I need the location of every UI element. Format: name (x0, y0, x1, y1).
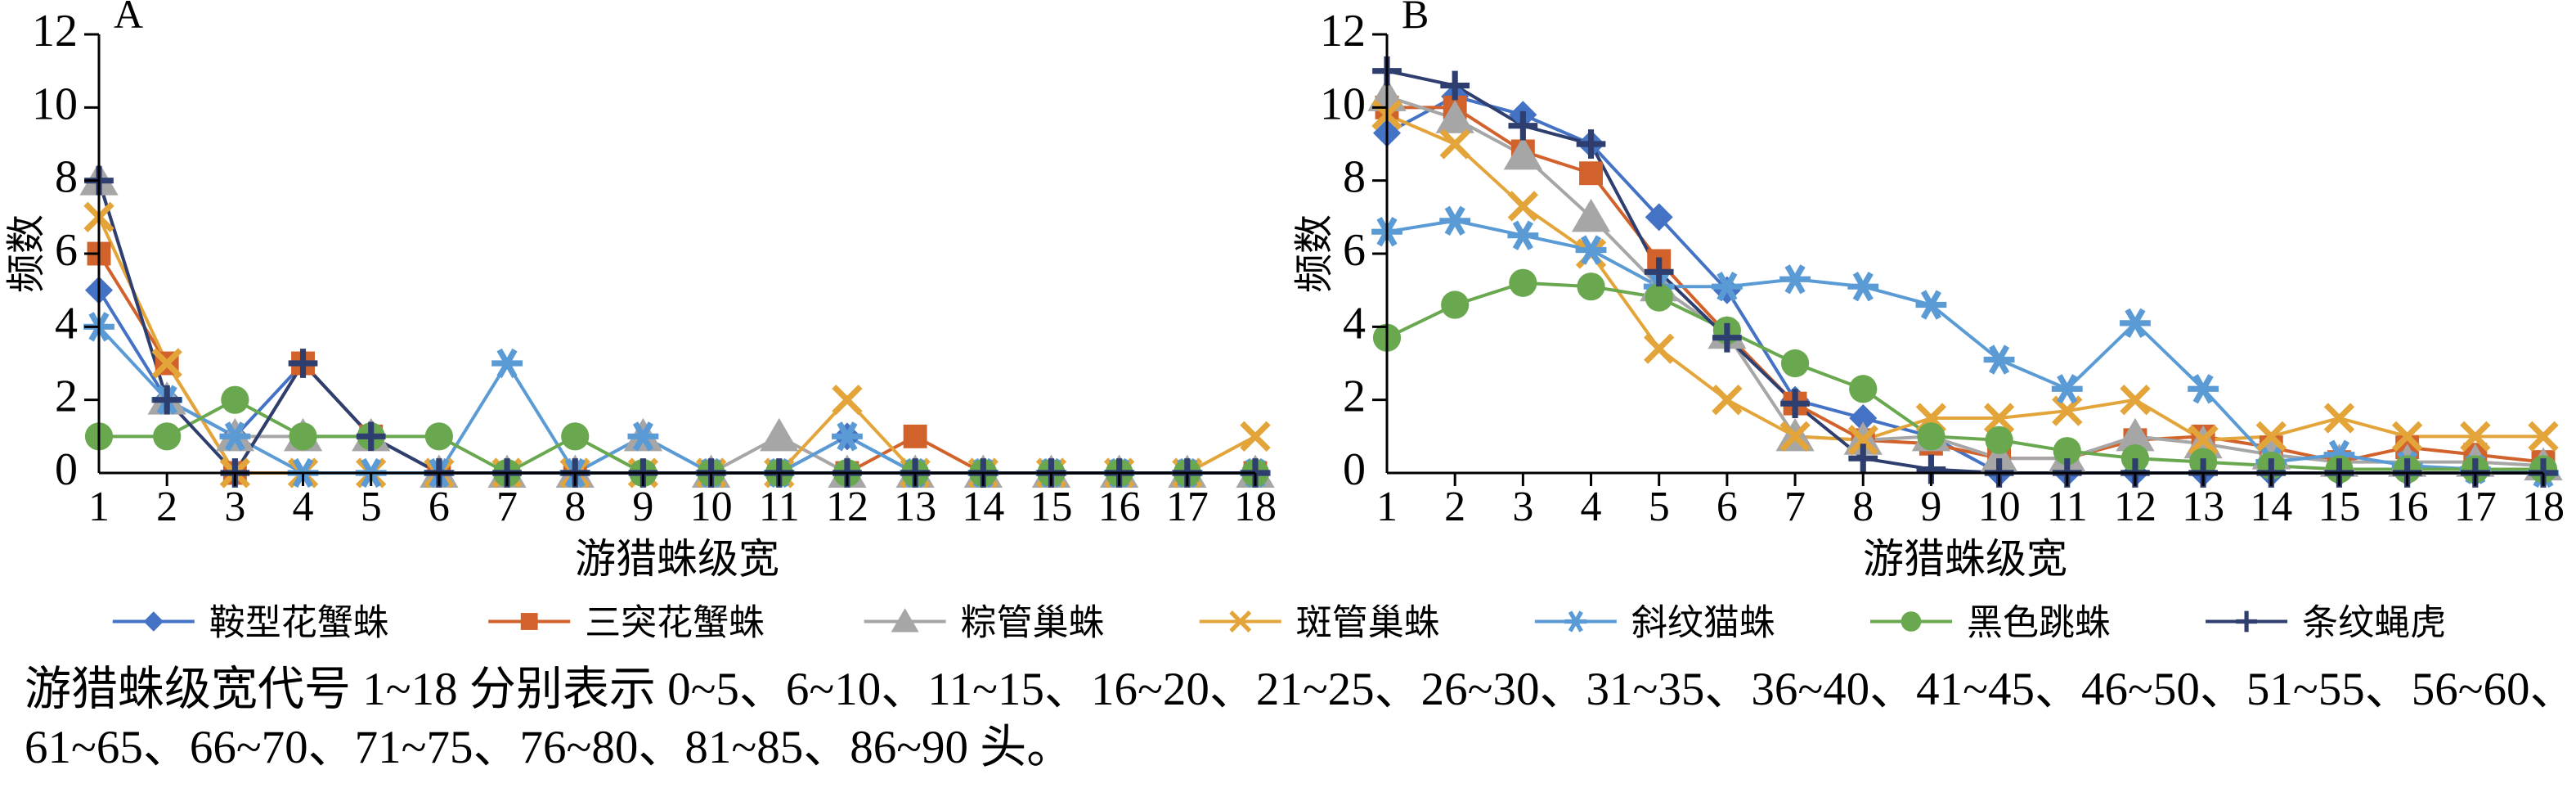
svg-text:游猎蛛级宽: 游猎蛛级宽 (575, 536, 779, 582)
svg-text:12: 12 (2114, 484, 2156, 530)
svg-text:3: 3 (1512, 484, 1533, 530)
svg-text:A: A (114, 0, 143, 37)
svg-text:12: 12 (1320, 6, 1366, 56)
svg-text:18: 18 (2522, 484, 2565, 530)
svg-text:6: 6 (1343, 225, 1366, 276)
svg-text:2: 2 (1444, 484, 1465, 530)
svg-text:14: 14 (2250, 484, 2292, 530)
svg-text:5: 5 (1649, 484, 1670, 530)
svg-text:条纹蝇虎: 条纹蝇虎 (2302, 603, 2446, 643)
svg-text:1: 1 (1376, 484, 1398, 530)
svg-text:10: 10 (32, 79, 78, 129)
svg-text:0: 0 (55, 444, 78, 495)
svg-text:6: 6 (55, 225, 78, 276)
svg-text:15: 15 (1030, 484, 1072, 530)
svg-text:18: 18 (1234, 484, 1277, 530)
svg-text:10: 10 (1978, 484, 2021, 530)
svg-text:4: 4 (1343, 298, 1366, 349)
svg-text:16: 16 (1098, 484, 1141, 530)
svg-text:游猎蛛级宽: 游猎蛛级宽 (1863, 536, 2067, 582)
svg-text:8: 8 (1852, 484, 1874, 530)
svg-text:2: 2 (1343, 371, 1366, 422)
svg-text:13: 13 (2182, 484, 2224, 530)
svg-text:3: 3 (224, 484, 245, 530)
svg-text:12: 12 (826, 484, 868, 530)
svg-text:6: 6 (429, 484, 450, 530)
svg-text:6: 6 (1717, 484, 1738, 530)
svg-text:2: 2 (156, 484, 177, 530)
svg-text:11: 11 (759, 484, 800, 530)
svg-text:7: 7 (1784, 484, 1806, 530)
svg-text:14: 14 (962, 484, 1004, 530)
svg-text:2: 2 (55, 371, 78, 422)
svg-text:1: 1 (88, 484, 110, 530)
svg-text:斜纹猫蛛: 斜纹猫蛛 (1631, 603, 1775, 643)
svg-text:三突花蟹蛛: 三突花蟹蛛 (585, 603, 765, 643)
svg-text:4: 4 (55, 298, 78, 349)
svg-text:9: 9 (632, 484, 653, 530)
svg-text:11: 11 (2047, 484, 2088, 530)
svg-text:8: 8 (564, 484, 586, 530)
svg-text:17: 17 (1166, 484, 1209, 530)
svg-text:15: 15 (2318, 484, 2360, 530)
svg-text:0: 0 (1343, 444, 1366, 495)
svg-text:8: 8 (55, 152, 78, 203)
svg-text:5: 5 (361, 484, 382, 530)
svg-text:4: 4 (1581, 484, 1602, 530)
svg-text:4: 4 (293, 484, 314, 530)
svg-text:B: B (1402, 0, 1429, 37)
svg-text:17: 17 (2454, 484, 2497, 530)
svg-text:7: 7 (496, 484, 518, 530)
svg-text:频数: 频数 (1293, 214, 1336, 293)
svg-text:13: 13 (894, 484, 936, 530)
svg-text:黑色跳蛛: 黑色跳蛛 (1967, 603, 2111, 643)
svg-text:10: 10 (690, 484, 733, 530)
svg-text:8: 8 (1343, 152, 1366, 203)
svg-text:10: 10 (1320, 79, 1366, 129)
svg-text:16: 16 (2386, 484, 2429, 530)
svg-text:粽管巢蛛: 粽管巢蛛 (961, 603, 1105, 643)
svg-text:12: 12 (32, 6, 78, 56)
svg-text:频数: 频数 (5, 214, 48, 293)
svg-text:鞍型花蟹蛛: 鞍型花蟹蛛 (209, 603, 389, 643)
svg-text:斑管巢蛛: 斑管巢蛛 (1296, 603, 1440, 643)
svg-text:9: 9 (1920, 484, 1941, 530)
